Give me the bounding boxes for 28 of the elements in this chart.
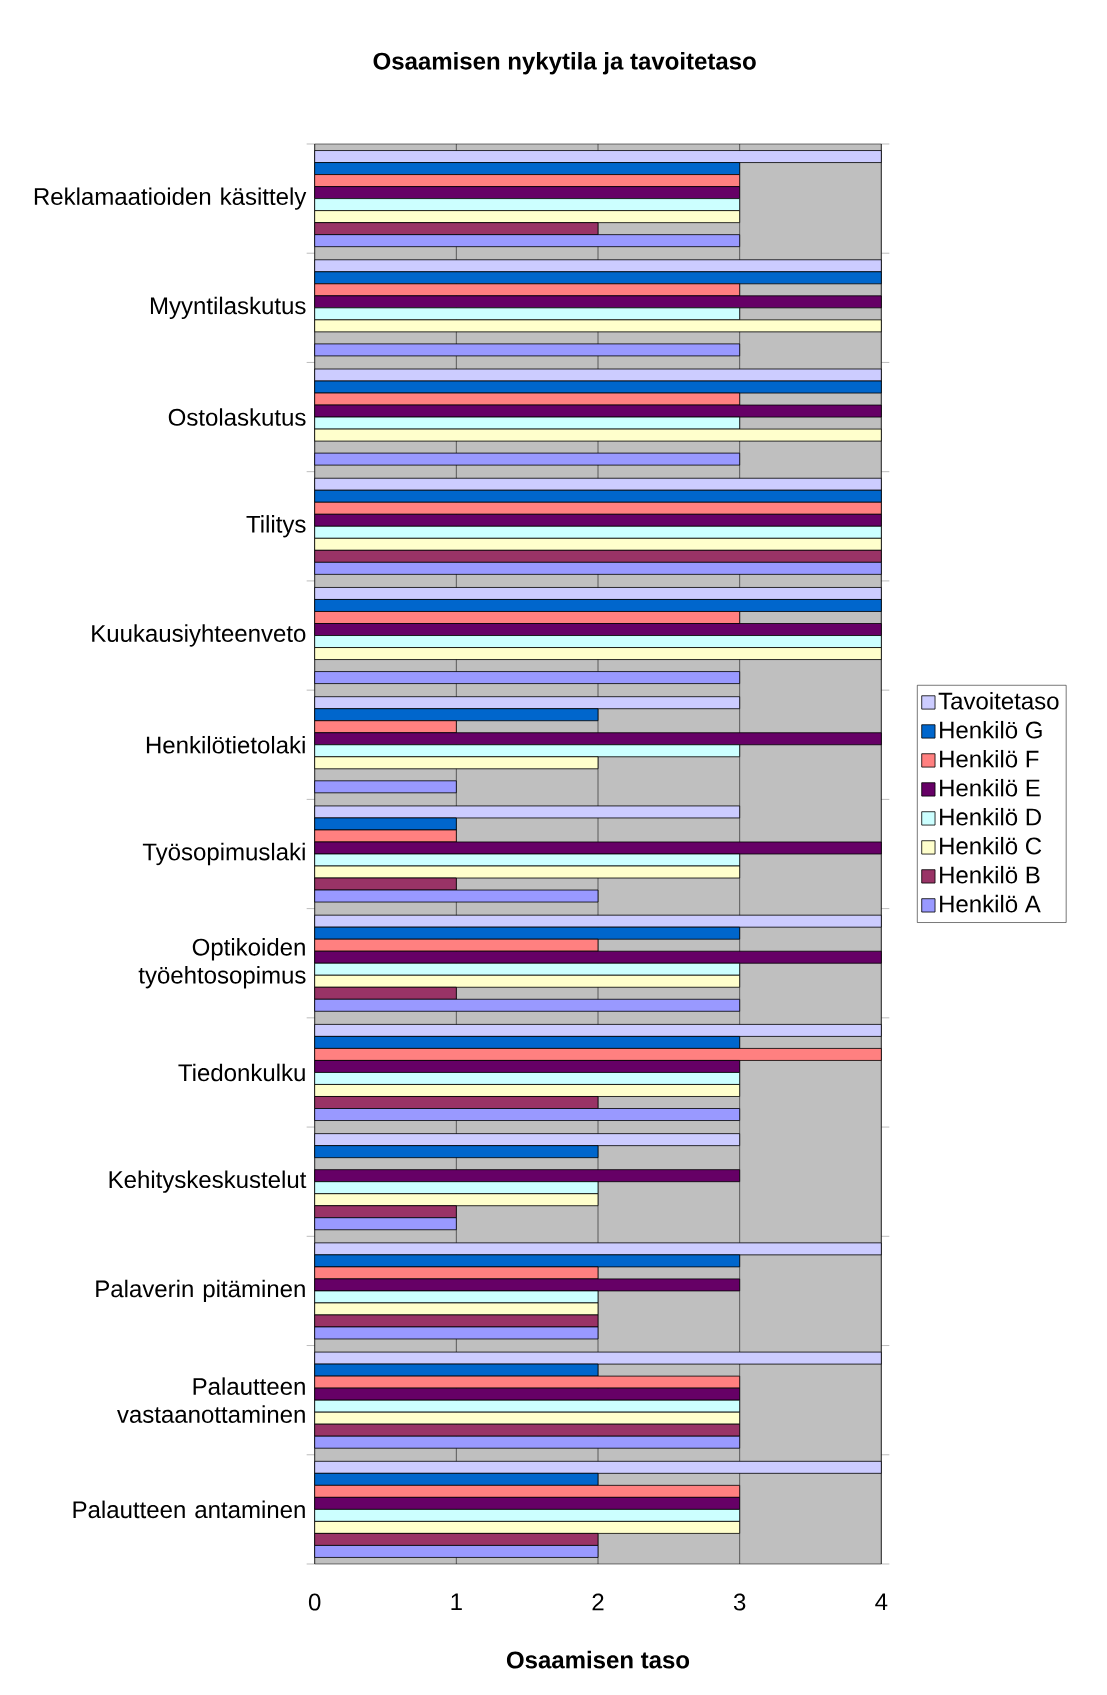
chart-title: Osaamisen nykytila ja tavoitetaso [373, 52, 756, 75]
x-tick-label: 1 [451, 1593, 462, 1611]
legend-label: Henkilö G [940, 720, 1042, 739]
y-tick-label: Kehityskeskustelut [109, 1170, 307, 1193]
y-tick-label: Kuukausiyhteenveto [92, 624, 306, 647]
y-tick-label: Ostolaskutus [168, 408, 306, 426]
legend-label: Tavoitetaso [938, 691, 1059, 710]
x-tick-label: 0 [308, 1593, 321, 1611]
x-tick-label: 3 [733, 1593, 746, 1611]
y-tick-label: Palautteen antaminen [73, 1500, 305, 1519]
legend-label: Henkilö B [940, 865, 1040, 884]
legend-label: Henkilö E [940, 778, 1040, 797]
y-tick-label: Henkilötietolaki [146, 735, 305, 754]
y-tick-label: Tilitys [246, 515, 306, 538]
legend-label: Henkilö A [940, 894, 1041, 913]
y-tick-label: Tiedonkulku [178, 1063, 305, 1082]
y-tick-label: Reklamaatioiden käsittely [34, 187, 307, 210]
legend-label: Henkilö F [940, 749, 1039, 768]
x-tick-label: 4 [875, 1593, 888, 1611]
y-tick-label: Työsopimuslaki [142, 842, 305, 866]
y-tick-label: Optikoiden työehtosopimus [138, 938, 306, 989]
legend-label: Henkilö C [940, 836, 1042, 855]
x-tick-label: 2 [592, 1593, 604, 1611]
y-tick-label: Palaverin pitäminen [96, 1279, 305, 1303]
y-tick-label: Myyntilaskutus [150, 296, 306, 320]
legend-label: Henkilö D [940, 807, 1041, 826]
y-tick-label: Palautteen vastaanottaminen [117, 1377, 305, 1423]
x-axis-title: Osaamisen taso [506, 1650, 690, 1669]
